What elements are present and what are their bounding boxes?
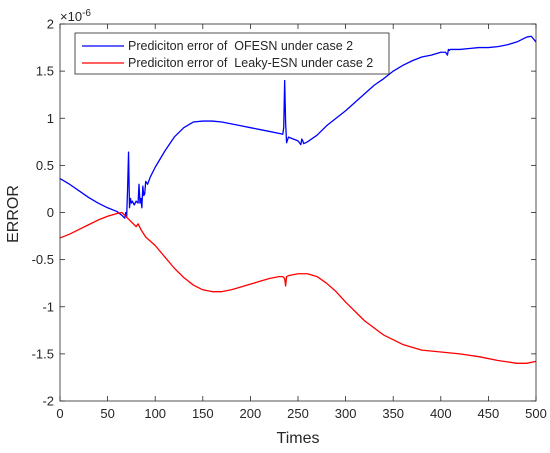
- y-tick-label: -1: [42, 299, 54, 314]
- legend: Prediciton error of OFESN under case 2 P…: [74, 32, 390, 75]
- x-tick-label: 350: [382, 406, 404, 421]
- x-tick-label: 200: [240, 406, 262, 421]
- x-axis-label: Times: [277, 430, 320, 447]
- y-tick-label: 1: [47, 111, 54, 126]
- x-tick-label: 100: [144, 406, 166, 421]
- y-tick-label: -2: [42, 394, 54, 409]
- x-tick-label: 0: [56, 406, 63, 421]
- labels-layer: Times ERROR ×10-6: [5, 8, 319, 447]
- y-exponent-base: ×10: [60, 9, 82, 24]
- y-axis-label: ERROR: [5, 185, 22, 243]
- y-tick-label: 2: [47, 17, 54, 32]
- x-tick-label: 400: [430, 406, 452, 421]
- y-tick-label: 0: [47, 205, 54, 220]
- y-axis-exponent-label: ×10-6: [60, 8, 91, 24]
- plot-layer: [59, 35, 537, 364]
- axes-layer: 0 50 100 150 200 250 300 350 400 450 500 -2 -1.5 -1 -0…: [32, 17, 547, 422]
- series-line-leaky-esn: [59, 211, 537, 364]
- axes-box: [59, 23, 537, 402]
- legend-box: [74, 32, 390, 75]
- x-tick-label: 250: [287, 406, 309, 421]
- legend-label-leaky-esn: Prediciton error of Leaky-ESN under case…: [128, 56, 373, 70]
- y-exponent-power: -6: [82, 8, 91, 19]
- y-tick-label: -1.5: [32, 346, 54, 361]
- x-tick-label: 450: [478, 406, 500, 421]
- x-tick-label: 150: [192, 406, 214, 421]
- x-tick-label: 300: [335, 406, 357, 421]
- y-tick-label: 1.5: [36, 64, 54, 79]
- x-tick-label: 500: [525, 406, 547, 421]
- series-line-ofesn: [59, 35, 537, 219]
- y-tick-label: -0.5: [32, 252, 54, 267]
- x-tick-label: 50: [100, 406, 114, 421]
- legend-label-ofesn: Prediciton error of OFESN under case 2: [128, 39, 353, 53]
- y-tick-label: 0.5: [36, 158, 54, 173]
